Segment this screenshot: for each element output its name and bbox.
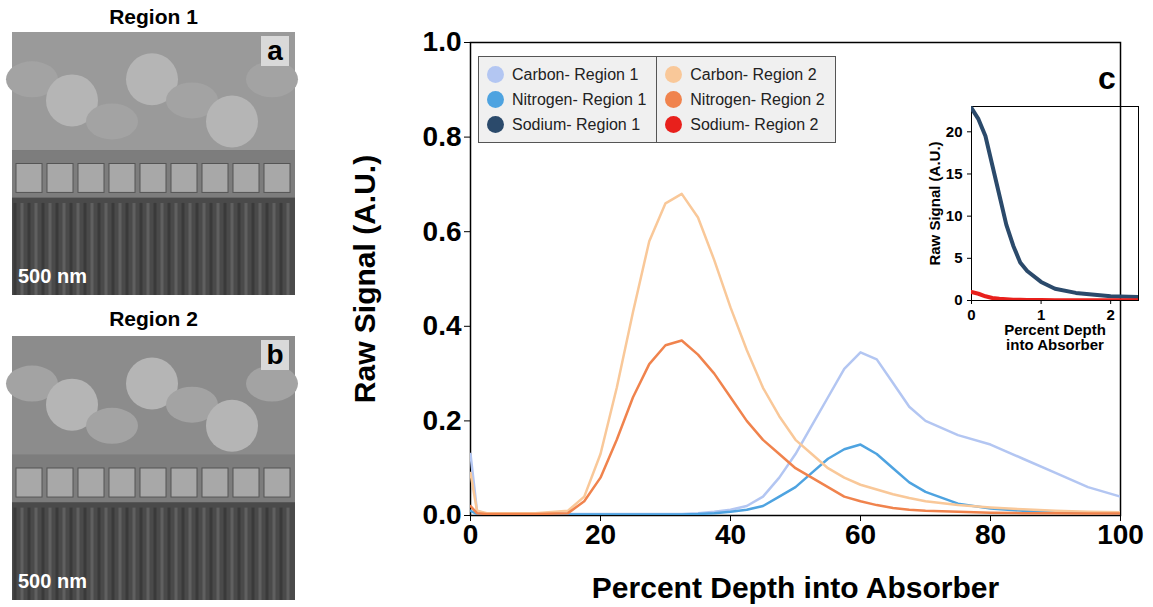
svg-text:500 nm: 500 nm (18, 570, 87, 592)
svg-text:0.6: 0.6 (423, 216, 462, 247)
svg-text:80: 80 (975, 519, 1006, 550)
svg-text:10: 10 (946, 207, 963, 224)
svg-text:Region 2: Region 2 (109, 307, 198, 330)
svg-text:Raw Signal (A.U.): Raw Signal (A.U.) (348, 155, 381, 403)
svg-text:Raw Signal (A.U.): Raw Signal (A.U.) (926, 141, 943, 265)
html-text:Carbon- Region 1: Carbon- Region 1 (512, 65, 639, 83)
svg-text:1.0: 1.0 (423, 26, 462, 57)
svg-text:2: 2 (1106, 306, 1114, 323)
svg-text:1: 1 (1036, 306, 1046, 324)
svg-text:Percent Depthinto Absorber: Percent Depthinto Absorber (1004, 321, 1106, 353)
svg-text:Percent Depth into Absorber: Percent Depth into Absorber (592, 571, 1000, 604)
svg-text:500 nm: 500 nm (18, 265, 87, 287)
svg-text:b: b (266, 339, 283, 370)
svg-text:40: 40 (715, 519, 746, 550)
svg-text:0.8: 0.8 (423, 121, 462, 152)
svg-text:0: 0 (463, 519, 479, 550)
svg-text:Region 1: Region 1 (109, 5, 198, 28)
html-text:Carbon- Region 2: Carbon- Region 2 (690, 65, 817, 83)
html-text:c: c (1098, 60, 1116, 96)
svg-text:15: 15 (946, 165, 963, 182)
svg-text:0: 0 (967, 306, 975, 323)
svg-text:a: a (267, 35, 283, 66)
html-text:Nitrogen- Region 2: Nitrogen- Region 2 (690, 90, 825, 108)
svg-text:0.2: 0.2 (423, 405, 462, 436)
svg-text:20: 20 (585, 519, 616, 550)
html-text:Sodium- Region 1: Sodium- Region 1 (512, 115, 641, 133)
svg-text:5: 5 (954, 249, 962, 266)
svg-text:0.4: 0.4 (423, 310, 462, 341)
svg-text:60: 60 (845, 519, 876, 550)
svg-text:0: 0 (954, 291, 962, 308)
svg-text:100: 100 (1097, 519, 1144, 550)
svg-text:0.0: 0.0 (423, 499, 462, 530)
svg-text:20: 20 (946, 123, 963, 140)
html-text:Sodium- Region 2: Sodium- Region 2 (690, 115, 819, 133)
html-text:Nitrogen- Region 1: Nitrogen- Region 1 (512, 90, 647, 108)
